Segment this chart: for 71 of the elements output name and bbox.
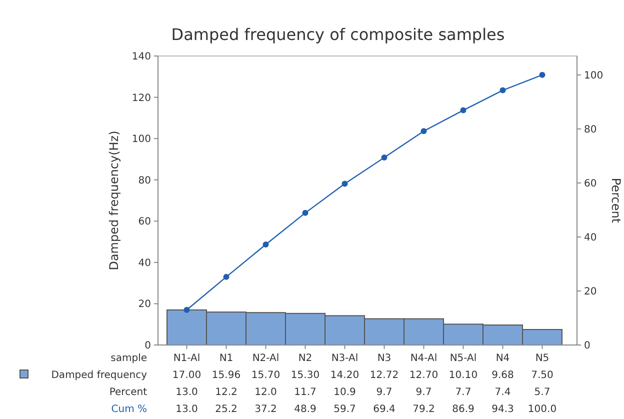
data-label: 9.68 [492, 370, 514, 381]
x-tick-label: N1 [219, 353, 234, 364]
text: 12.2 [215, 387, 238, 398]
data-label: 7.50 [531, 370, 554, 381]
x-tick-label: N4-Al [410, 353, 438, 364]
data-label: 86.9 [452, 404, 474, 415]
point [223, 274, 230, 280]
y-tick-label: 60 [138, 216, 151, 228]
text: 10.9 [334, 387, 356, 398]
legend-label: Damped frequency [51, 370, 148, 381]
text: 9.7 [376, 387, 392, 398]
point [184, 306, 190, 313]
text: Cum % [111, 404, 147, 415]
x-tick-label: N3-Al [331, 353, 358, 364]
x-axis-title: sample [110, 353, 147, 364]
point [342, 180, 348, 187]
y-axis-title: Damped frequency(Hz) [107, 130, 121, 270]
text: 7.7 [455, 387, 472, 398]
y2-axis-title: Percent [609, 178, 623, 224]
y2-tick-label: 60 [584, 178, 597, 190]
y-tick-label: 80 [138, 175, 151, 186]
point [381, 154, 388, 161]
data-label: 15.30 [290, 370, 320, 381]
data-label: 12.70 [409, 370, 438, 381]
data-label: 59.7 [334, 404, 356, 415]
x-tick-label: N3 [377, 353, 392, 364]
y-tick-label: 20 [138, 299, 151, 310]
point [262, 242, 269, 248]
y-tick-label: 0 [144, 340, 151, 352]
y2-tick-label: 20 [584, 286, 597, 298]
data-label: 17.00 [172, 370, 202, 381]
data-label: 10.10 [448, 370, 478, 381]
y-tick-label: 100 [132, 134, 151, 146]
y-tick-label: 140 [132, 52, 151, 62]
x-tick-label: N2 [298, 353, 312, 364]
y-tick-label: 120 [132, 92, 151, 104]
y2-tick-label: 80 [584, 124, 597, 136]
y2-tick-label: 0 [584, 340, 590, 352]
text: 5.7 [534, 387, 550, 398]
text: Percent [109, 387, 148, 398]
data-label: 37.2 [254, 404, 277, 415]
text: 12.0 [254, 387, 277, 398]
x-tick-label: N5 [535, 353, 550, 364]
data-label: 69.4 [373, 404, 396, 415]
data-label: 15.96 [212, 370, 241, 381]
point [302, 210, 308, 216]
x-tick-label: N2-Al [252, 353, 280, 364]
point [539, 72, 546, 78]
y-tick-label: 40 [138, 258, 151, 269]
text: 13.0 [176, 387, 198, 398]
data-label: 94.3 [492, 404, 514, 415]
data-label: 14.20 [330, 370, 360, 381]
point [420, 128, 427, 134]
data-label: 13.0 [176, 404, 198, 415]
data-label: 79.2 [412, 404, 435, 415]
data-label: 48.9 [294, 404, 316, 415]
point [500, 87, 506, 94]
text: 7.4 [494, 387, 511, 398]
x-tick-label: N1-Al [173, 353, 200, 364]
text: 11.7 [294, 387, 316, 398]
data-label: 100.0 [528, 404, 557, 415]
y2-tick-label: 40 [584, 232, 597, 244]
data-label: 25.2 [215, 404, 238, 415]
chart-title: Damped frequency of composite samples [171, 25, 505, 44]
text: 9.7 [416, 387, 432, 398]
x-tick-label: N4 [496, 353, 510, 364]
data-label: 12.72 [370, 370, 399, 381]
x-tick-label: N5-Al [450, 353, 477, 364]
data-label: 15.70 [251, 370, 280, 381]
point [460, 107, 466, 114]
y2-tick-label: 100 [584, 70, 604, 82]
